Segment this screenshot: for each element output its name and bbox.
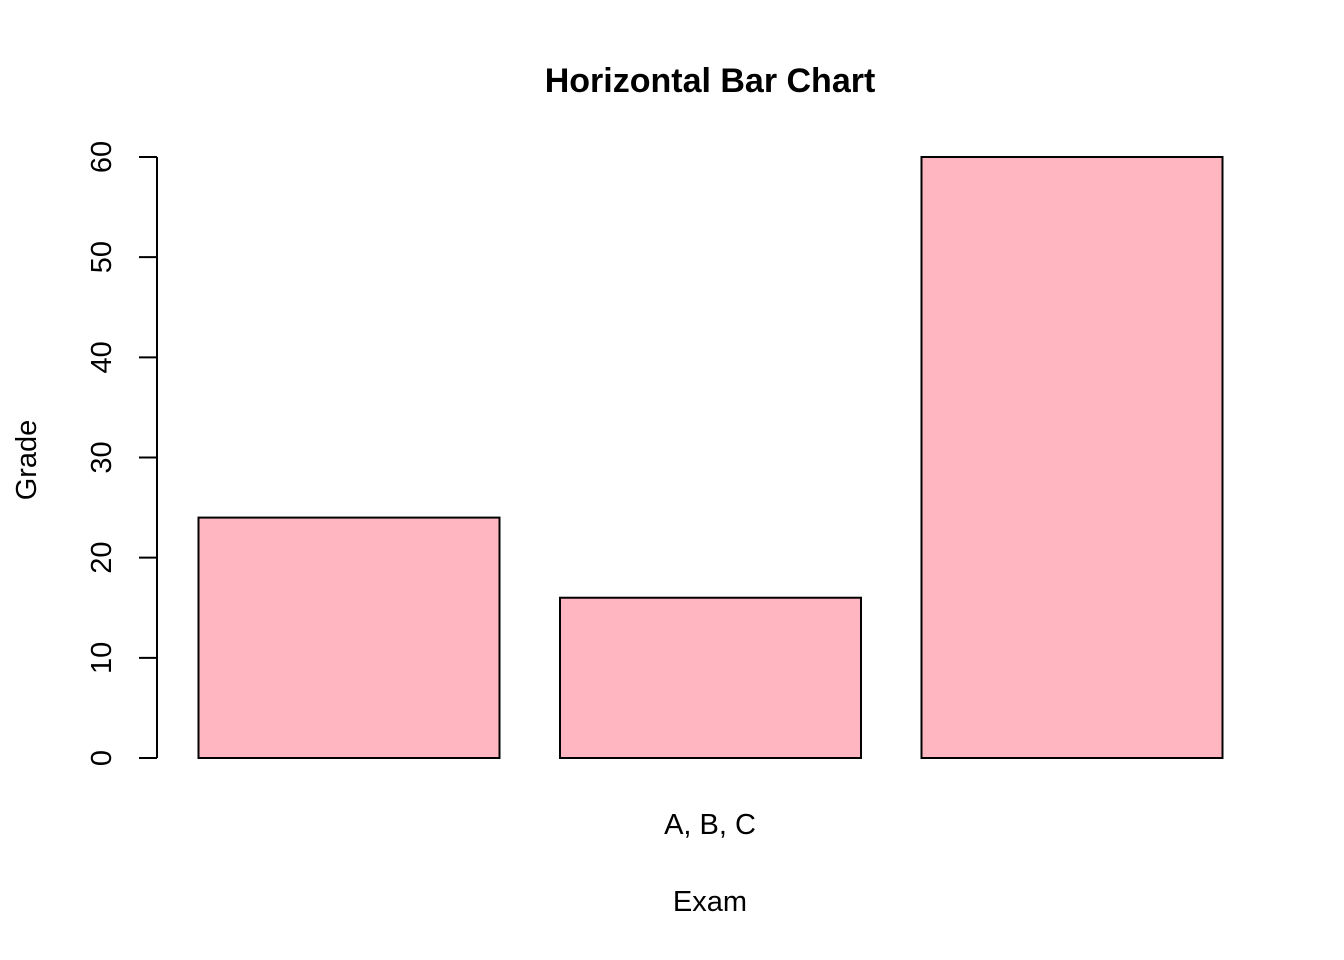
y-tick-label-4: 40 <box>86 341 118 373</box>
x-axis-label: Exam <box>673 886 747 918</box>
y-tick-label-0: 0 <box>86 750 118 766</box>
y-axis-label: Grade <box>11 420 43 501</box>
y-tick-label-2: 20 <box>86 542 118 574</box>
bars <box>197 156 1224 759</box>
y-tick-label-6: 60 <box>86 141 118 173</box>
y-tick-label-5: 50 <box>86 241 118 273</box>
chart-title: Horizontal Bar Chart <box>545 62 876 100</box>
y-ticks: 0 10 20 30 40 50 60 <box>86 141 157 766</box>
bar-0 <box>197 516 501 759</box>
y-tick-label-1: 10 <box>86 642 118 674</box>
y-axis: 0 10 20 30 40 50 60 <box>86 141 158 766</box>
x-category-label: A, B, C <box>664 809 756 841</box>
y-tick-label-3: 30 <box>86 441 118 473</box>
bar-1 <box>559 596 862 759</box>
bar-2 <box>920 156 1224 759</box>
